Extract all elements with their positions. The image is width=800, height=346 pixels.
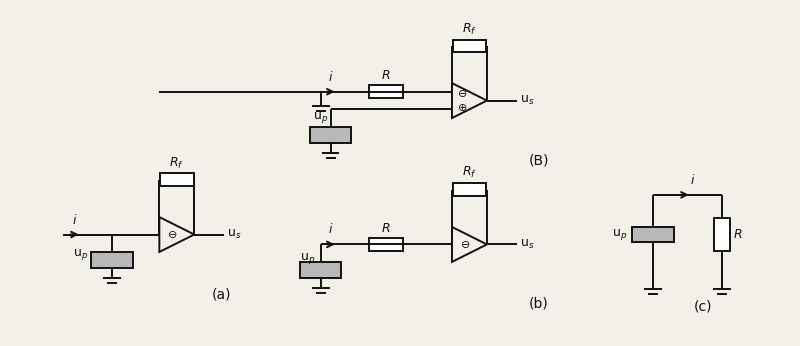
Bar — [370, 238, 403, 251]
Text: i: i — [691, 174, 694, 187]
Text: (B): (B) — [529, 153, 549, 167]
Text: u$_p$: u$_p$ — [612, 227, 627, 242]
Text: $\ominus$: $\ominus$ — [167, 229, 178, 240]
Bar — [370, 85, 403, 98]
Text: $\ominus$: $\ominus$ — [458, 88, 468, 99]
Text: i: i — [73, 213, 76, 227]
Text: u$_s$: u$_s$ — [520, 94, 534, 107]
Text: (a): (a) — [212, 287, 231, 301]
Text: u$_p$: u$_p$ — [74, 247, 89, 262]
Text: u$_p$: u$_p$ — [314, 110, 329, 125]
Text: i: i — [329, 71, 332, 84]
Bar — [714, 218, 730, 251]
Text: R: R — [734, 228, 742, 241]
Text: R$_f$: R$_f$ — [462, 21, 477, 37]
Text: $\ominus$: $\ominus$ — [459, 239, 470, 250]
Bar — [91, 252, 133, 268]
Bar — [632, 227, 674, 243]
Text: R$_f$: R$_f$ — [170, 155, 184, 171]
Text: R: R — [382, 69, 390, 82]
Text: R: R — [382, 222, 390, 235]
Bar — [453, 183, 486, 196]
Text: i: i — [329, 224, 332, 236]
Text: u$_p$: u$_p$ — [301, 251, 316, 266]
Bar — [310, 127, 351, 143]
Bar — [160, 173, 194, 186]
Text: u$_s$: u$_s$ — [227, 228, 242, 241]
Bar — [300, 262, 342, 278]
Bar — [453, 39, 486, 53]
Text: R$_f$: R$_f$ — [462, 165, 477, 181]
Text: (b): (b) — [529, 297, 549, 311]
Text: u$_s$: u$_s$ — [520, 238, 534, 251]
Text: $\oplus$: $\oplus$ — [458, 102, 468, 113]
Text: (c): (c) — [694, 300, 712, 314]
